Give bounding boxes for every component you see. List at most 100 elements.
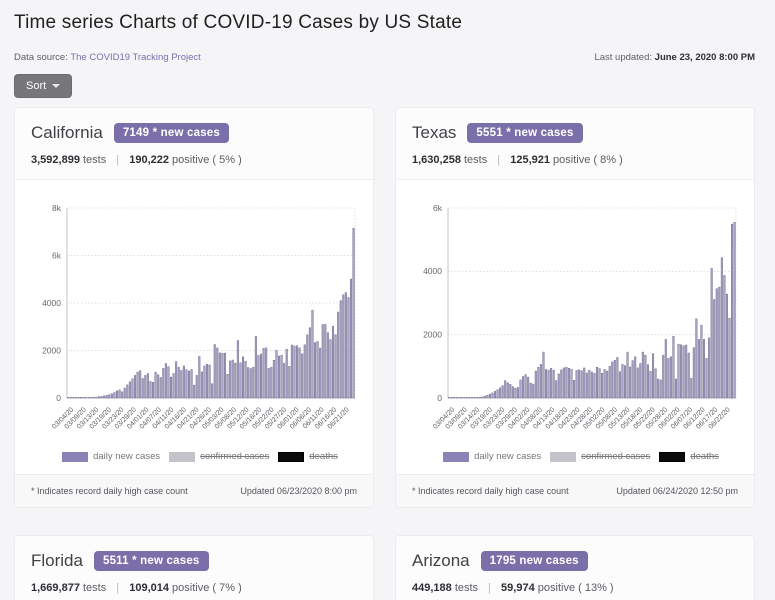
bar	[110, 393, 113, 399]
bar	[646, 364, 649, 399]
legend-label: confirmed cases	[581, 451, 651, 462]
bar	[700, 324, 703, 399]
state-card-texas: Texas 5551 * new cases 1,630,258 tests |…	[395, 107, 755, 508]
sort-button[interactable]: Sort	[14, 74, 73, 98]
positive-label: positive	[537, 582, 576, 594]
bar	[257, 355, 260, 399]
bar	[557, 373, 560, 399]
bar	[662, 355, 665, 399]
bar	[534, 370, 537, 399]
bar	[524, 374, 527, 399]
bar	[90, 397, 93, 399]
legend-item-confirmed-cases[interactable]: confirmed cases	[169, 451, 269, 462]
bar	[167, 366, 170, 399]
bar	[190, 369, 193, 399]
new-cases-badge: 1795 new cases	[480, 551, 588, 571]
legend-item-daily-new-cases[interactable]: daily new cases	[443, 451, 541, 462]
legend-item-deaths[interactable]: deaths	[278, 451, 338, 462]
bar	[324, 324, 327, 399]
bar	[108, 394, 111, 399]
tests-count: 1,669,877	[31, 582, 80, 594]
bar	[295, 345, 299, 399]
bar	[550, 367, 553, 399]
bar	[306, 334, 309, 399]
bar	[226, 374, 229, 399]
bar	[527, 376, 530, 399]
state-name: California	[31, 123, 103, 142]
card-footer: * Indicates record daily high case count…	[15, 474, 373, 507]
bar	[473, 397, 476, 399]
bar	[641, 351, 644, 399]
legend-item-daily-new-cases[interactable]: daily new cases	[62, 451, 160, 462]
bar	[126, 384, 129, 399]
bar	[491, 392, 494, 399]
tests-label: tests	[464, 154, 488, 166]
bar	[713, 299, 716, 399]
state-card-california: California 7149 * new cases 3,592,899 te…	[14, 107, 374, 508]
bar	[715, 288, 718, 399]
svg-text:2000: 2000	[42, 345, 61, 355]
bar	[85, 397, 88, 399]
bar	[728, 317, 731, 399]
bar	[501, 385, 504, 399]
bar	[659, 379, 662, 399]
caret-down-icon	[52, 84, 61, 88]
bar	[72, 397, 75, 399]
bar	[455, 397, 458, 399]
bar	[270, 367, 273, 399]
bar	[616, 357, 619, 399]
bar	[494, 391, 497, 399]
bar	[301, 353, 304, 399]
bar	[342, 294, 345, 399]
bar	[208, 364, 211, 399]
svg-text:0: 0	[56, 393, 61, 403]
bar	[213, 344, 216, 399]
legend-swatch-deaths	[659, 451, 686, 462]
bar	[639, 363, 642, 399]
bar	[511, 386, 514, 399]
bar	[654, 368, 657, 399]
bar	[313, 342, 317, 399]
svg-text:4000: 4000	[423, 266, 442, 276]
bar	[272, 359, 275, 399]
bar	[703, 339, 706, 399]
bar	[205, 364, 209, 399]
bar	[629, 366, 632, 399]
bar	[519, 379, 522, 399]
legend-item-deaths[interactable]: deaths	[659, 451, 719, 462]
bar	[67, 397, 70, 399]
bar	[471, 397, 474, 399]
bar	[488, 393, 491, 399]
bar	[664, 339, 667, 399]
positive-pct: ( 7% )	[212, 582, 242, 594]
stats-divider: |	[116, 582, 120, 594]
positive-pct: ( 8% )	[593, 154, 623, 166]
bar	[123, 387, 126, 399]
bar	[259, 353, 263, 399]
bar	[337, 311, 340, 399]
svg-text:8k: 8k	[52, 203, 62, 213]
legend-item-confirmed-cases[interactable]: confirmed cases	[550, 451, 650, 462]
bar	[690, 378, 693, 399]
positive-label: positive	[172, 154, 210, 166]
bar	[465, 397, 469, 399]
svg-text:6k: 6k	[52, 250, 62, 260]
bar	[175, 361, 178, 399]
data-source-link[interactable]: The COVID19 Tracking Project	[70, 52, 201, 63]
bar	[221, 353, 224, 399]
card-updated: Updated 06/24/2020 12:50 pm	[616, 486, 738, 496]
state-card-arizona: Arizona 1795 new cases 449,188 tests | 5…	[395, 535, 755, 600]
bar	[193, 384, 196, 399]
bar	[280, 355, 283, 399]
bar	[303, 344, 306, 399]
bar	[115, 390, 119, 399]
bar	[154, 371, 157, 399]
stats-divider: |	[116, 154, 120, 166]
bar	[141, 378, 144, 399]
bar	[552, 369, 555, 399]
bar	[621, 364, 624, 399]
bar	[239, 362, 242, 399]
bar	[725, 293, 728, 399]
positive-label: positive	[553, 154, 591, 166]
bar	[481, 396, 484, 399]
